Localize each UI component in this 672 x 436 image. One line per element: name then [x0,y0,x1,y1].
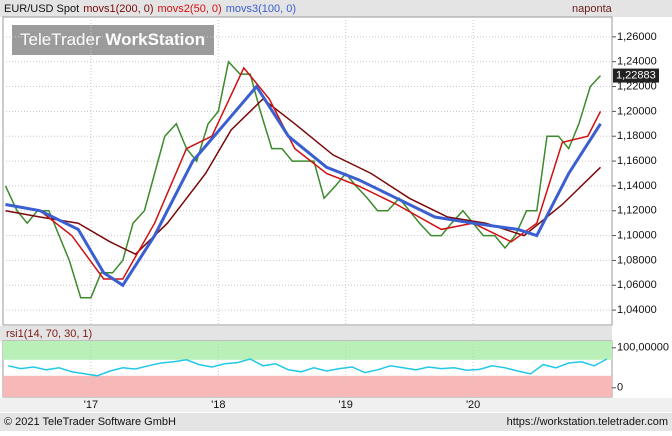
y-tick-label: 1,18000 [617,130,657,142]
grid [3,17,612,397]
x-tick-label: '20 [466,399,480,411]
price-panel [2,16,613,326]
overbought-band [3,341,612,360]
period-bar [612,0,672,17]
y-tick-label: 1,12000 [617,205,657,217]
y-tick-label: 100,00000 [617,342,669,354]
x-tick-label: '18 [211,399,225,411]
footer-bar [0,413,672,431]
y-tick-label: 1,16000 [617,155,657,167]
legend: EUR/USD Spot movs1(200, 0) movs2(50, 0) mov… [4,3,296,15]
y-tick-label: 1,08000 [617,254,657,266]
series-line [7,358,608,377]
y-tick-label: 1,04000 [617,304,657,316]
y-tick-label: 1,20000 [617,105,657,117]
y-tick-label: 1,14000 [617,180,657,192]
watermark: TeleTrader WorkStation [20,30,205,49]
y-tick-label: 1,10000 [617,229,657,241]
last-value-box [613,68,659,83]
lines [4,60,608,377]
series-line [5,66,602,280]
footer-url: https://workstation.teletrader.com [507,416,668,428]
watermark-product: WorkStation [105,30,205,49]
legend-entry: movs2(50, 0) [158,3,222,15]
legend-entry: EUR/USD Spot [4,3,79,15]
rsi-title-bar [0,326,612,341]
watermark-brand: TeleTrader [20,30,101,49]
legend-bar [0,0,612,17]
legend-entry: movs1(200, 0) [83,3,153,15]
rsi-title: rsi1(14, 70, 30, 1) [6,328,92,340]
y-tick-label: 0 [617,382,623,394]
series-line [5,83,602,288]
x-tick-label: '17 [84,399,98,411]
x-axis-bar [0,398,672,412]
period-label: naponta [572,3,613,15]
legend-entry: movs3(100, 0) [226,3,296,15]
last-value-label: 1,22883 [616,69,656,81]
oversold-band [3,375,612,397]
y-tick-label: 1,22000 [617,80,657,92]
y-tick-label: 1,26000 [617,31,657,43]
y-tick-label: 1,06000 [617,279,657,291]
copyright: © 2021 TeleTrader Software GmbH [4,416,176,428]
y-tick-label: 1,24000 [617,56,657,68]
x-tick-label: '19 [339,399,353,411]
watermark-box [12,25,214,55]
